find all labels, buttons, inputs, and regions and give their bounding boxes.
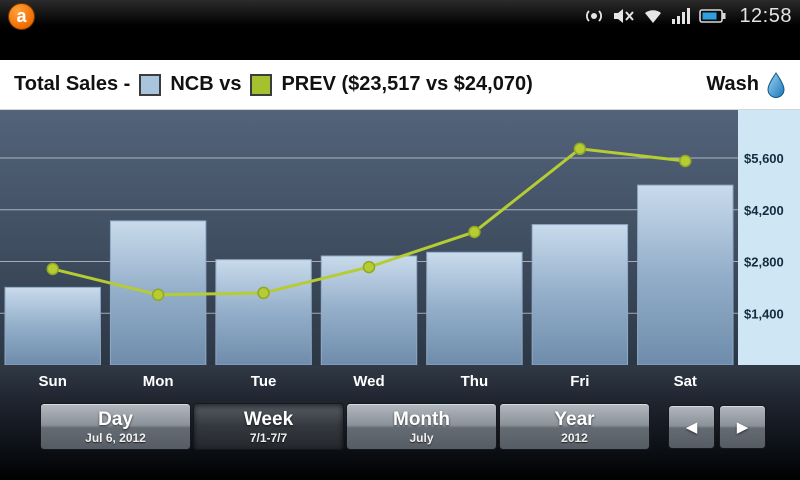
x-axis-labels: Sun Mon Tue Wed Thu Fri Sat — [0, 365, 738, 398]
wifi-icon — [645, 10, 662, 23]
status-icons: 12:58 — [583, 5, 792, 28]
tab-year-label: Year — [554, 408, 595, 430]
wash-indicator[interactable]: Wash — [706, 71, 786, 98]
battery-icon — [699, 9, 726, 23]
page-title: Total Sales - — [14, 73, 131, 95]
y-axis-labels: $1,400 $2,800 $4,200 $5,600 — [744, 151, 784, 321]
prev-legend-label: PREV ($23,517 vs $24,070) — [281, 73, 533, 95]
ncb-legend-label: NCB vs — [170, 73, 242, 95]
tab-day-label: Day — [98, 408, 133, 430]
sales-chart: $1,400 $2,800 $4,200 $5,600 — [0, 110, 800, 366]
svg-text:$4,200: $4,200 — [744, 203, 784, 218]
svg-text:$1,400: $1,400 — [744, 306, 784, 321]
next-period-button[interactable]: ▶ — [719, 404, 766, 449]
signal-icon — [672, 8, 691, 24]
x-label-fri: Fri — [570, 373, 590, 390]
ncb-legend-swatch — [139, 73, 162, 96]
status-bar: a 12:58 — [0, 0, 800, 32]
previous-period-button[interactable]: ◀ — [668, 404, 715, 449]
prev-legend-swatch — [250, 73, 273, 96]
mute-icon — [614, 9, 635, 23]
legend-header: Total Sales - NCB vs PREV ($23,517 vs $2… — [0, 60, 800, 110]
tab-week[interactable]: Week 7/1-7/7 — [193, 403, 344, 450]
tab-week-sublabel: 7/1-7/7 — [249, 430, 288, 445]
x-label-mon: Mon — [142, 373, 174, 390]
svg-text:$2,800: $2,800 — [744, 255, 784, 270]
x-label-sat: Sat — [673, 373, 697, 390]
prev-line — [46, 142, 692, 302]
tab-day-sublabel: Jul 6, 2012 — [85, 430, 146, 445]
x-label-sun: Sun — [38, 373, 67, 390]
tab-day[interactable]: Day Jul 6, 2012 — [40, 403, 191, 450]
range-controls: Day Jul 6, 2012 Week 7/1-7/7 Month July … — [0, 403, 800, 450]
x-label-thu: Thu — [460, 373, 489, 390]
tab-month-label: Month — [393, 408, 450, 430]
tab-month-sublabel: July — [409, 430, 434, 445]
y-axis-strip — [738, 110, 800, 365]
app-logo-icon: a — [8, 2, 35, 30]
svg-text:$5,600: $5,600 — [744, 151, 784, 166]
wash-label: Wash — [706, 73, 759, 95]
x-label-wed: Wed — [353, 373, 385, 390]
water-drop-icon — [767, 71, 785, 98]
pager: ◀ ▶ — [668, 404, 766, 449]
clock: 12:58 — [739, 4, 792, 27]
x-label-tue: Tue — [250, 373, 277, 390]
bottom-panel: Sun Mon Tue Wed Thu Fri Sat Day Jul 6, 2… — [0, 365, 800, 480]
tab-week-label: Week — [243, 408, 294, 430]
tab-year[interactable]: Year 2012 — [499, 403, 650, 450]
chart-area: $1,400 $2,800 $4,200 $5,600 — [0, 110, 800, 366]
tab-month[interactable]: Month July — [346, 403, 497, 450]
tab-year-sublabel: 2012 — [561, 430, 588, 445]
speakerphone-icon — [586, 10, 603, 22]
